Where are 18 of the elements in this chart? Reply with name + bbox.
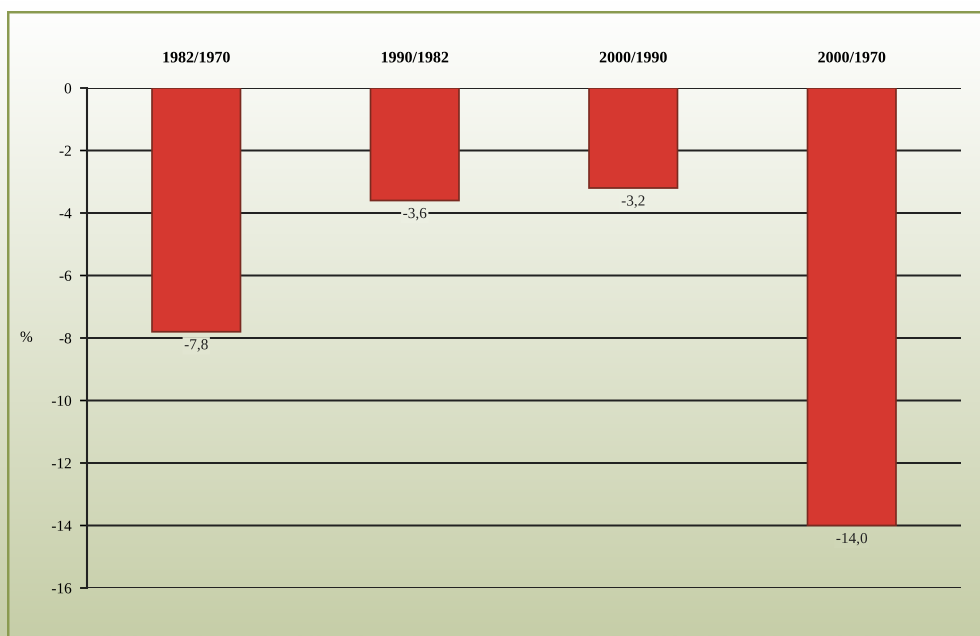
y-tick-label: -14 (52, 520, 72, 531)
y-axis-title: % (20, 332, 32, 342)
y-tick-label: -16 (52, 583, 72, 594)
y-tick-label: -6 (60, 270, 72, 281)
data-label: -14,0 (836, 532, 868, 546)
y-tick-label: -4 (60, 208, 72, 218)
x-tick-label: 2000/1990 (600, 52, 667, 63)
y-tick-label: -12 (52, 458, 71, 468)
y-tick-label: -2 (60, 146, 71, 156)
y-tick-label: -10 (52, 396, 72, 406)
data-label: -7,8 (184, 339, 208, 352)
x-tick-label: 2000/1970 (818, 52, 886, 63)
y-tick-label: -8 (60, 333, 72, 344)
x-tick-label: 1982/1970 (163, 52, 230, 63)
x-tick-label: 1990/1982 (382, 52, 448, 63)
data-label: -3,2 (622, 195, 644, 208)
data-label: -3,6 (403, 208, 426, 220)
y-tick-label: 0 (64, 83, 72, 94)
